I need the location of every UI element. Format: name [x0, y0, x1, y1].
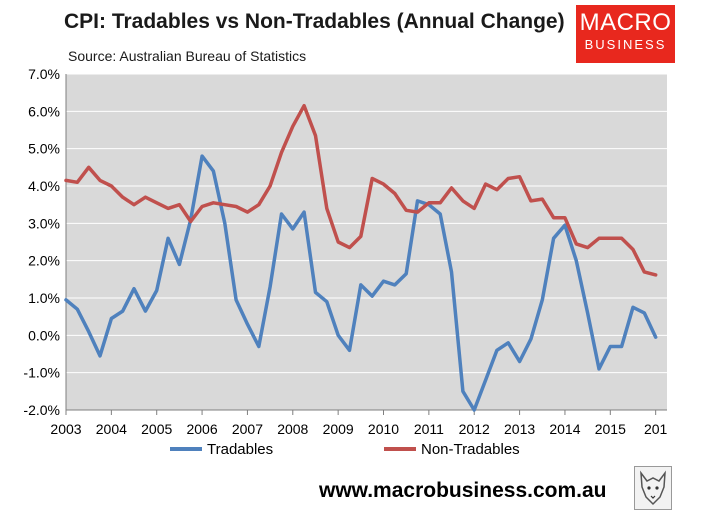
x-tick-label: 2008 [277, 421, 308, 437]
y-tick-label: 7.0% [28, 66, 60, 82]
series-line-non-tradables [64, 103, 658, 277]
y-tick-label: 5.0% [28, 141, 60, 157]
wolf-logo-icon [634, 466, 672, 510]
logo-line1: MACRO [579, 9, 672, 36]
chart-subtitle: Source: Australian Bureau of Statistics [68, 48, 307, 64]
logo-line2: BUSINESS [584, 37, 667, 52]
x-tick-label: 2015 [595, 421, 626, 437]
x-tick-label: 2005 [141, 421, 172, 437]
macrobusiness-logo: MACRO BUSINESS [576, 5, 675, 63]
y-tick-label: 4.0% [28, 178, 60, 194]
x-tick-label: 2006 [186, 421, 217, 437]
x-tick-label: 2012 [459, 421, 490, 437]
x-tick-label: 2004 [96, 421, 127, 437]
x-tick-label: 201 [644, 421, 668, 437]
y-tick-label: 2.0% [28, 253, 60, 269]
legend-label: Tradables [207, 441, 273, 458]
x-tick-label: 2013 [504, 421, 535, 437]
line-chart: -2.0% -1.0% 0.0% 1.0% 2.0% 3.0% 4.0% 5.0% 6.0% 7.… [23, 66, 668, 458]
website-url[interactable]: www.macrobusiness.com.au [319, 479, 607, 502]
x-tick-label: 2014 [549, 421, 580, 437]
x-tick-label: 2010 [368, 421, 399, 437]
series-line-tradables [64, 154, 658, 412]
legend-label: Non-Tradables [421, 441, 520, 458]
chart-title: CPI: Tradables vs Non-Tradables (Annual … [64, 10, 565, 33]
y-tick-label: 0.0% [28, 327, 60, 343]
x-tick-label: 2007 [232, 421, 263, 437]
y-tick-label: -1.0% [23, 365, 60, 381]
y-tick-label: 6.0% [28, 103, 60, 119]
y-tick-label: -2.0% [23, 402, 60, 418]
x-tick-label: 2003 [50, 421, 81, 437]
x-tick-label: 2011 [414, 421, 444, 437]
y-tick-label: 1.0% [28, 290, 60, 306]
x-tick-label: 2009 [323, 421, 354, 437]
y-tick-label: 3.0% [28, 215, 60, 231]
